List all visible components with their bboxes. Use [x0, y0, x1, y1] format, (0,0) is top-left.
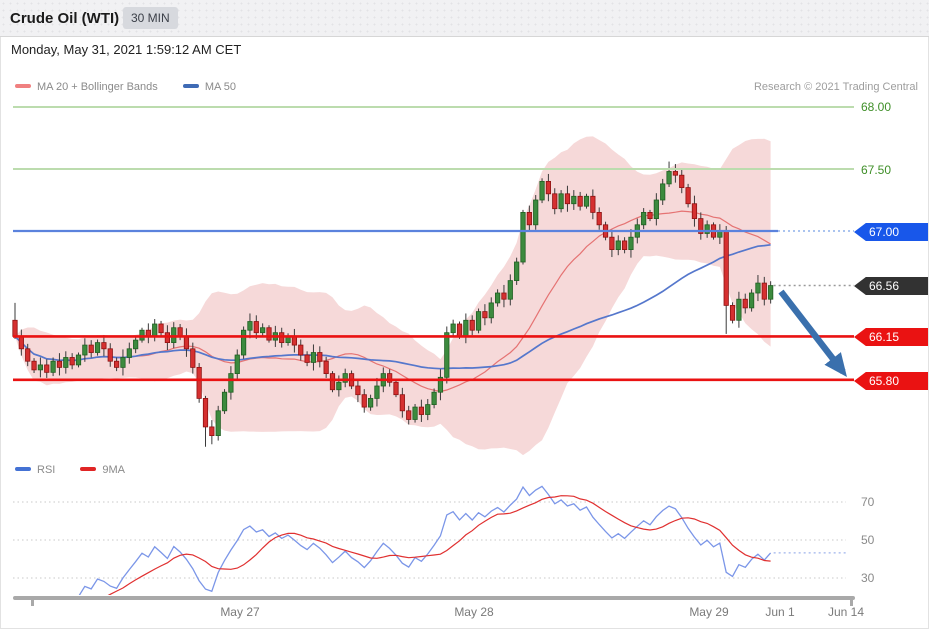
- axis-label-jun14: Jun 14: [827, 605, 865, 619]
- support-price-tag-6615: 66.15: [854, 328, 928, 346]
- research-credit: Research © 2021 Trading Central: [753, 81, 918, 93]
- rsi-guide-label-50: 50: [861, 533, 875, 547]
- timestamp: Monday, May 31, 2021 1:59:12 AM CET: [11, 42, 242, 57]
- instrument-title: Crude Oil (WTI): [10, 10, 120, 27]
- rsi-legend: RSI 9MA: [15, 464, 147, 478]
- legend-rsi: RSI: [15, 464, 55, 476]
- last-price-tag: 66.56: [854, 277, 928, 295]
- legend-ma50: MA 50: [182, 81, 236, 93]
- header: Crude Oil (WTI) 30 MIN: [0, 0, 929, 37]
- chart-panel: Monday, May 31, 2021 1:59:12 AM CET MA 2…: [0, 37, 929, 629]
- rsi-guide-label-30: 30: [861, 571, 875, 585]
- axis-label-may28: May 28: [454, 605, 494, 619]
- range-handle-left[interactable]: [31, 596, 34, 606]
- interval-badge: 30 MIN: [123, 7, 178, 29]
- range-handle-right[interactable]: [850, 596, 853, 606]
- time-axis: May 27 May 28 May 29 Jun 1 Jun 14: [1, 593, 929, 629]
- rsi-guide-label-70: 70: [861, 495, 875, 509]
- ma20-bollinger-swatch-icon: [15, 84, 31, 89]
- resistance-label-68: 68.00: [861, 100, 892, 114]
- ma50-line: [14, 243, 771, 370]
- price-chart-area: 68.00 67.50 67.00 66.56 66.15 65.80: [1, 100, 929, 460]
- support-price-tag-6580: 65.80: [854, 372, 928, 390]
- time-range-slider[interactable]: [13, 596, 855, 600]
- rsi-9ma-swatch-icon: [80, 467, 97, 472]
- ma50-swatch-icon: [182, 84, 199, 89]
- rsi-9ma-line: [107, 495, 771, 595]
- bollinger-band: [15, 136, 771, 456]
- legend-ma20-bollinger: MA 20 + Bollinger Bands: [15, 81, 158, 93]
- rsi-chart-area: 70 50 30: [1, 480, 929, 595]
- bearish-projection-arrow: [778, 289, 847, 377]
- resistance-label-6750: 67.50: [861, 163, 892, 177]
- legend-9ma: 9MA: [80, 464, 125, 476]
- axis-label-jun1: Jun 1: [765, 605, 795, 619]
- price-legend: MA 20 + Bollinger Bands MA 50: [15, 81, 258, 95]
- rsi-swatch-icon: [15, 467, 31, 472]
- axis-label-may27: May 27: [220, 605, 260, 619]
- axis-label-may29: May 29: [689, 605, 729, 619]
- price-chart: [12, 106, 854, 456]
- pivot-price-tag: 67.00: [854, 223, 928, 241]
- rsi-chart: [13, 485, 846, 595]
- rsi-line: [78, 485, 772, 595]
